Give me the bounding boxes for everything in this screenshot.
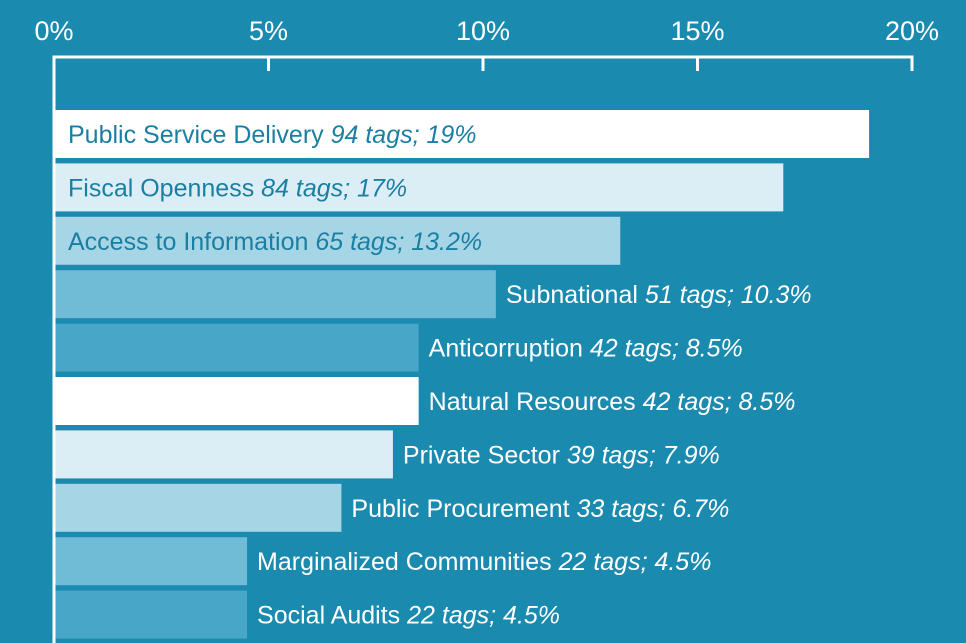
bar-label: Natural Resources 42 tags; 8.5%: [429, 388, 796, 416]
bar: [55, 377, 419, 425]
bar-label: Public Procurement 33 tags; 6.7%: [351, 495, 729, 523]
bar-value-label: 42 tags; 8.5%: [643, 388, 796, 416]
bar: [55, 430, 393, 479]
bar: [55, 216, 621, 265]
bar-label: Social Audits 22 tags; 4.5%: [257, 602, 560, 630]
x-tick-label: 10%: [456, 16, 510, 46]
bar: [55, 323, 419, 372]
bar-value-label: 51 tags; 10.3%: [645, 281, 812, 309]
bar-category-label: Public Service Delivery: [68, 121, 331, 149]
bar: [55, 483, 342, 532]
x-tick-label: 0%: [34, 16, 73, 46]
bar-category-label: Natural Resources: [429, 388, 643, 416]
bar-category-label: Access to Information: [68, 228, 315, 256]
axes: [52, 55, 914, 643]
bar-category-label: Social Audits: [257, 602, 407, 630]
bar-value-label: 33 tags; 6.7%: [577, 495, 730, 523]
bar-value-label: 42 tags; 8.5%: [590, 335, 743, 363]
bar-label: Access to Information 65 tags; 13.2%: [68, 228, 482, 256]
x-axis-ticks: 0% 5% 10% 15% 20%: [34, 16, 939, 71]
bars: [55, 110, 870, 639]
bar-category-label: Fiscal Openness: [68, 174, 261, 202]
x-tick-label: 20%: [885, 16, 939, 46]
x-tick-label: 15%: [670, 16, 724, 46]
bar-label: Public Service Delivery 94 tags; 19%: [68, 121, 477, 149]
bar-label: Private Sector 39 tags; 7.9%: [403, 441, 720, 469]
bar-value-label: 22 tags; 4.5%: [406, 602, 560, 630]
bar-category-label: Public Procurement: [351, 495, 576, 523]
bar: [55, 110, 870, 158]
bar-category-label: Subnational: [506, 281, 645, 309]
bar-value-label: 22 tags; 4.5%: [558, 548, 712, 576]
bar-label: Subnational 51 tags; 10.3%: [506, 281, 812, 309]
bar-category-label: Anticorruption: [429, 335, 590, 363]
bar-value-label: 94 tags; 19%: [331, 121, 477, 149]
bar: [55, 590, 248, 639]
bar: [55, 163, 784, 212]
bar: [55, 270, 496, 319]
bar-label: Anticorruption 42 tags; 8.5%: [429, 335, 743, 363]
bar-value-label: 84 tags; 17%: [261, 174, 407, 202]
bar-label: Marginalized Communities 22 tags; 4.5%: [257, 548, 711, 576]
bar: [55, 537, 248, 586]
bar-category-label: Private Sector: [403, 441, 567, 469]
x-tick-label: 5%: [249, 16, 288, 46]
bar-label: Fiscal Openness 84 tags; 17%: [68, 174, 407, 202]
bar-value-label: 65 tags; 13.2%: [315, 228, 482, 256]
bar-value-label: 39 tags; 7.9%: [567, 441, 720, 469]
bar-labels: Public Service Delivery 94 tags; 19% Fisc…: [68, 121, 812, 630]
bar-category-label: Marginalized Communities: [257, 548, 559, 576]
